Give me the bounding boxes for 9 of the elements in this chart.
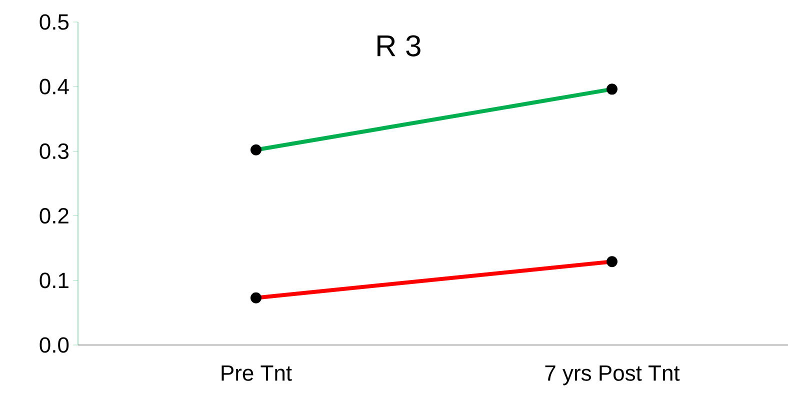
x-tick-label: Pre Tnt	[222, 366, 292, 381]
y-tick-label: 0.5	[40, 14, 69, 30]
y-tick-label: 0.4	[40, 78, 69, 94]
y-tick-label: 0.2	[40, 208, 68, 224]
x-tick-label: 7 yrs Post Tnt	[545, 366, 680, 386]
y-tick-label: 0.0	[40, 337, 69, 353]
chart-title: R 3	[378, 35, 420, 56]
y-tick-label: 0.3	[40, 143, 69, 159]
y-tick-label: 0.1	[40, 272, 68, 288]
